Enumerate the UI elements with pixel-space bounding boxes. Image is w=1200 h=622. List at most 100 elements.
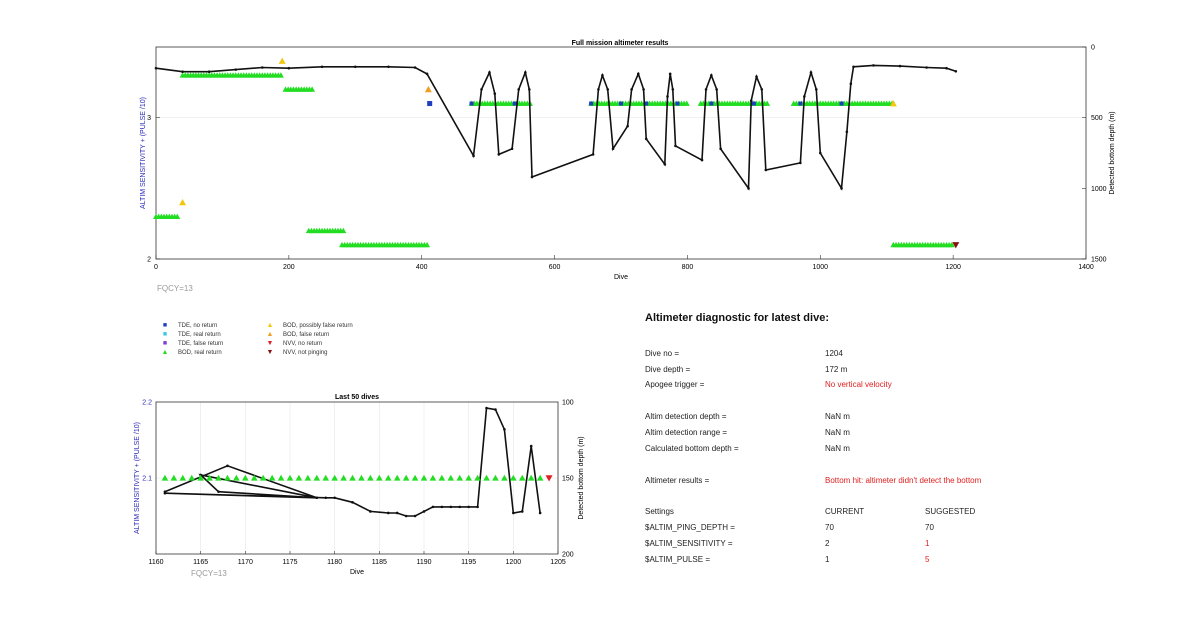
last50-x-tick-label: 1200 [506, 559, 522, 566]
last50-bod-point [161, 474, 169, 481]
last50-depth-line [164, 407, 541, 517]
triangle-up-icon: ▲ [161, 349, 169, 356]
last50-chart-fqcy: FQCY=13 [191, 569, 227, 578]
settings-header: Settings [645, 507, 674, 516]
legend-item-tde-no-return: ■ TDE, no return [160, 322, 217, 329]
main-x-tick-label: 800 [682, 264, 694, 271]
last50-depth-marker [315, 496, 319, 500]
main-depth-marker [755, 75, 758, 78]
main-y2-tick-label: 1500 [1091, 257, 1107, 264]
setting-sensitivity-current: 2 [825, 539, 830, 548]
last50-bod-point [420, 474, 428, 481]
legend-item-bod-real-return: ▲ BOD, real return [161, 349, 222, 356]
main-depth-marker [181, 70, 184, 74]
last50-bod-point [501, 474, 508, 481]
square-icon: ■ [162, 340, 168, 347]
last50-depth-marker [386, 511, 390, 515]
main-depth-marker [644, 137, 648, 141]
last50-depth-marker [226, 464, 229, 468]
last50-bod-point [197, 474, 204, 481]
main-bod-special-point [889, 100, 897, 107]
last50-chart-title: Last 50 dives [335, 394, 379, 401]
last50-bod-point [268, 474, 276, 481]
last50-depth-marker [315, 496, 319, 500]
main-depth-marker [671, 88, 675, 91]
main-depth-marker [925, 66, 928, 69]
setting-sensitivity-name: $ALTIM_SENSITIVITY = [645, 539, 733, 548]
main-chart-ylabel-left: ALTIM SENSITIVITY + (PULSE /10) [140, 97, 147, 209]
main-bod-point [683, 100, 690, 106]
last50-x-tick-label: 1190 [416, 559, 431, 566]
last50-x-tick-label: 1205 [550, 559, 566, 566]
main-x-tick-label: 0 [154, 264, 158, 271]
last50-depth-marker [449, 505, 453, 509]
main-depth-marker [954, 70, 958, 73]
main-y2-tick-label: 500 [1091, 115, 1103, 122]
main-depth-marker [715, 88, 718, 91]
last50-x-tick-label: 1175 [282, 559, 297, 566]
last50-depth-marker [324, 496, 328, 500]
main-depth-marker [852, 65, 855, 69]
full-mission-chart: Full mission altimeter results 0 200 400 60… [140, 40, 1116, 293]
last50-chart-gridlines [155, 402, 559, 554]
last50-bod-point [259, 474, 267, 481]
main-depth-marker [642, 88, 645, 91]
last50-y-tick-label: 2.2 [142, 400, 152, 407]
last50-bod-point [250, 474, 258, 481]
main-tde-point [675, 101, 680, 106]
last50-x-tick-label: 1165 [193, 559, 208, 566]
main-depth-marker [488, 71, 491, 74]
last50-depth-marker [422, 510, 426, 513]
last50-depth-marker [494, 408, 497, 411]
main-depth-marker [803, 95, 806, 98]
last50-depth-marker [512, 511, 515, 515]
main-x-tick-label: 600 [549, 264, 561, 271]
legend-item-nvv-not-pinging: ▼ NVV, not pinging [266, 349, 328, 356]
last50-bod-point [518, 474, 526, 481]
main-bod-point [309, 86, 316, 92]
main-plot-area [155, 46, 1087, 260]
main-depth-marker [872, 64, 875, 67]
main-x-tick-label: 200 [283, 264, 295, 271]
calculated-bottom-depth-label: Calculated bottom depth = [645, 444, 739, 453]
last50-depth-marker [476, 505, 479, 509]
last50-depth-marker [163, 491, 167, 495]
main-depth-marker [663, 163, 667, 166]
dive-no-value: 1204 [825, 349, 843, 358]
last50-chart-bod-points [161, 474, 544, 481]
last50-bod-point [304, 474, 312, 481]
main-tde-point [589, 101, 594, 106]
main-tde-point [839, 101, 844, 106]
last50-bod-point [224, 474, 231, 481]
legend-item-bod-false-return: ▲ BOD, false return [266, 331, 330, 338]
last50-bod-point [286, 474, 294, 481]
main-depth-marker [287, 66, 291, 70]
main-depth-marker [704, 88, 708, 91]
setting-pulse-suggested: 5 [925, 555, 930, 564]
legend-item-bod-possibly-false: ▲ BOD, possibly false return [266, 322, 353, 329]
last50-bod-point [367, 474, 374, 481]
main-depth-marker [353, 65, 357, 69]
main-depth-marker [517, 88, 520, 91]
square-icon: ■ [162, 331, 168, 338]
main-depth-marker [809, 71, 813, 74]
legend-item-nvv-no-return: ▼ NVV, no return [266, 340, 323, 347]
last50-bod-point [402, 474, 410, 481]
last50-bod-point [438, 474, 446, 481]
altim-detection-depth-value: NaN m [825, 412, 850, 421]
setting-sensitivity-suggested: 1 [925, 539, 930, 548]
legend-item-tde-false-return: ■ TDE, false return [160, 340, 223, 347]
diagnostic-panel: Altimeter diagnostic for latest dive: Di… [645, 312, 1165, 564]
last50-depth-marker [431, 505, 435, 509]
last50-bod-point [393, 474, 401, 481]
last50-y2-tick-label: 150 [562, 476, 574, 483]
main-depth-marker [591, 153, 595, 156]
main-chart-depth-series [154, 64, 958, 191]
last50-bod-point [215, 474, 222, 481]
main-depth-marker [815, 88, 818, 91]
main-bod-point [277, 72, 284, 78]
calculated-bottom-depth-value: NaN m [825, 444, 850, 453]
last50-depth-marker [520, 510, 524, 513]
main-tde-point [709, 101, 714, 106]
main-depth-marker [480, 88, 483, 91]
